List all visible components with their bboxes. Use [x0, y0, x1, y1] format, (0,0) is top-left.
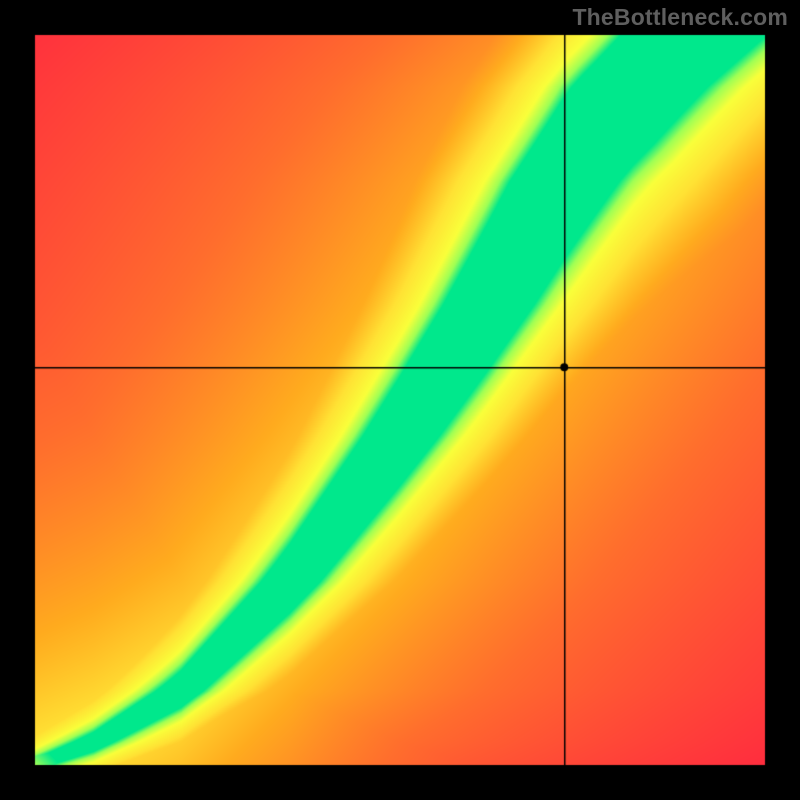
- bottleneck-heatmap: TheBottleneck.com: [0, 0, 800, 800]
- watermark-text: TheBottleneck.com: [572, 4, 788, 31]
- heatmap-canvas: [0, 0, 800, 800]
